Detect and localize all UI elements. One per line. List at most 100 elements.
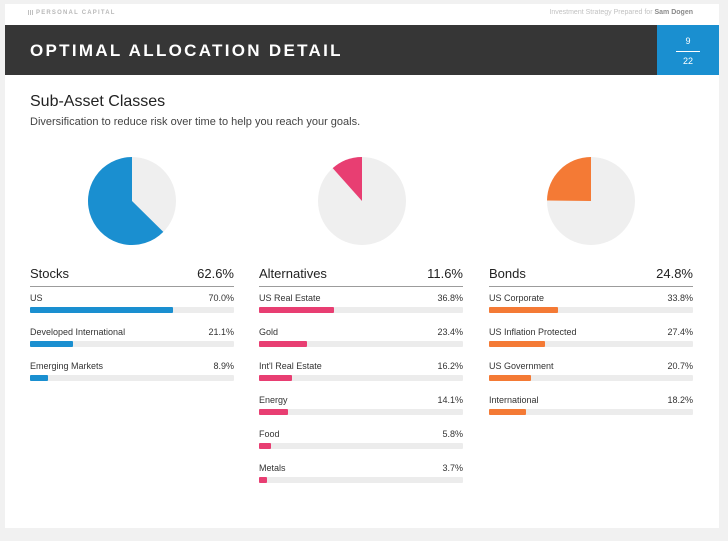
sub-asset-label: Food [259, 429, 280, 439]
allocation-bar-fill [30, 307, 173, 313]
sub-asset-row: Emerging Markets 8.9% [30, 361, 234, 395]
allocation-bar-fill [30, 341, 74, 347]
allocation-bar-fill [259, 307, 335, 313]
page-title: OPTIMAL ALLOCATION DETAIL [30, 41, 343, 60]
group-percent: 62.6% [197, 266, 234, 281]
prepared-name: Sam Dogen [654, 9, 693, 16]
sub-asset-label: US Corporate [489, 293, 545, 303]
sub-asset-row: International 18.2% [489, 395, 693, 429]
sub-asset-label: US Government [489, 361, 554, 371]
stocks-column: Stocks 62.6% US 70.0% Developed Internatio… [30, 266, 234, 395]
sub-asset-percent: 23.4% [437, 327, 463, 337]
allocation-bar-fill [259, 409, 288, 415]
allocation-bar-fill [259, 341, 307, 347]
group-header: Bonds 24.8% [489, 266, 693, 286]
group-name: Alternatives [259, 266, 327, 281]
brand-logo: PERSONAL CAPITAL [28, 10, 116, 16]
pie-slice [88, 157, 164, 245]
group-name: Bonds [489, 266, 526, 281]
sub-asset-label: Gold [259, 327, 279, 337]
top-bar: PERSONAL CAPITAL Investment Strategy Pre… [5, 4, 719, 24]
allocation-bar-track [30, 341, 234, 347]
allocation-bar-track [259, 409, 463, 415]
sub-asset-percent: 8.9% [213, 361, 234, 371]
group-divider [30, 286, 234, 287]
sub-asset-row: US Inflation Protected 27.4% [489, 327, 693, 361]
group-percent: 24.8% [656, 266, 693, 281]
sub-asset-list: US Real Estate 36.8% Gold 23.4% Int'l Real E… [259, 293, 463, 497]
group-percent: 11.6% [427, 266, 463, 281]
allocation-bar-track [259, 341, 463, 347]
sub-asset-percent: 3.7% [442, 463, 463, 473]
allocation-bar-track [489, 341, 693, 347]
sub-asset-row: US Corporate 33.8% [489, 293, 693, 327]
group-name: Stocks [30, 266, 70, 281]
allocation-bar-fill [30, 375, 49, 381]
stocks-pie [88, 157, 176, 245]
brand-name: PERSONAL CAPITAL [36, 10, 116, 16]
sub-asset-label: US Real Estate [259, 293, 321, 303]
sub-asset-percent: 27.4% [667, 327, 693, 337]
page-number: 9 [685, 36, 691, 46]
section-title: Sub-Asset Classes [30, 93, 166, 110]
allocation-bar-fill [489, 409, 527, 415]
pie-slice [547, 157, 591, 201]
page-number-badge: 9 22 [657, 25, 719, 75]
allocation-bar-fill [259, 375, 293, 381]
sub-asset-label: International [489, 395, 539, 405]
allocation-bar-track [259, 477, 463, 483]
sub-asset-label: Energy [259, 395, 288, 405]
sub-asset-percent: 70.0% [208, 293, 234, 303]
alternatives-pie [318, 157, 406, 245]
sub-asset-label: Emerging Markets [30, 361, 104, 371]
sub-asset-row: Energy 14.1% [259, 395, 463, 429]
bonds-pie [547, 157, 635, 245]
section-subtitle: Diversification to reduce risk over time… [30, 116, 361, 128]
sub-asset-row: Metals 3.7% [259, 463, 463, 497]
group-header: Alternatives 11.6% [259, 266, 463, 286]
allocation-bar-track [259, 307, 463, 313]
allocation-bar-track [259, 375, 463, 381]
sub-asset-percent: 5.8% [442, 429, 463, 439]
allocation-bar-track [259, 443, 463, 449]
sub-asset-percent: 16.2% [437, 361, 463, 371]
sub-asset-percent: 20.7% [667, 361, 693, 371]
allocation-bar-track [30, 307, 234, 313]
allocation-bar-track [489, 375, 693, 381]
sub-asset-row: Int'l Real Estate 16.2% [259, 361, 463, 395]
page-header: OPTIMAL ALLOCATION DETAIL 9 22 [5, 25, 719, 75]
report-page: PERSONAL CAPITAL Investment Strategy Pre… [5, 4, 719, 528]
allocation-bar-fill [489, 341, 545, 347]
group-header: Stocks 62.6% [30, 266, 234, 286]
sub-asset-row: Food 5.8% [259, 429, 463, 463]
sub-asset-row: US Government 20.7% [489, 361, 693, 395]
sub-asset-percent: 21.1% [208, 327, 234, 337]
sub-asset-label: US [30, 293, 43, 303]
sub-asset-label: Int'l Real Estate [259, 361, 322, 371]
allocation-bar-track [489, 409, 693, 415]
sub-asset-label: Metals [259, 463, 286, 473]
sub-asset-row: US Real Estate 36.8% [259, 293, 463, 327]
pie-slice [332, 157, 362, 201]
sub-asset-percent: 14.1% [437, 395, 463, 405]
allocation-bar-fill [489, 375, 532, 381]
sub-asset-percent: 33.8% [667, 293, 693, 303]
logo-icon [28, 10, 34, 15]
allocation-bar-fill [259, 477, 267, 483]
sub-asset-row: Developed International 21.1% [30, 327, 234, 361]
prepared-for: Investment Strategy Prepared for Sam Dog… [549, 9, 693, 16]
alternatives-column: Alternatives 11.6% US Real Estate 36.8% Go… [259, 266, 463, 497]
group-divider [489, 286, 693, 287]
group-divider [259, 286, 463, 287]
prepared-prefix: Investment Strategy Prepared for [549, 9, 653, 16]
page-divider [676, 51, 700, 52]
allocation-bar-track [489, 307, 693, 313]
sub-asset-label: Developed International [30, 327, 126, 337]
sub-asset-list: US 70.0% Developed International 21.1% Emerg… [30, 293, 234, 395]
sub-asset-row: Gold 23.4% [259, 327, 463, 361]
allocation-bar-track [30, 375, 234, 381]
allocation-bar-fill [489, 307, 558, 313]
sub-asset-list: US Corporate 33.8% US Inflation Protected 2… [489, 293, 693, 429]
sub-asset-row: US 70.0% [30, 293, 234, 327]
page-total: 22 [682, 56, 693, 66]
